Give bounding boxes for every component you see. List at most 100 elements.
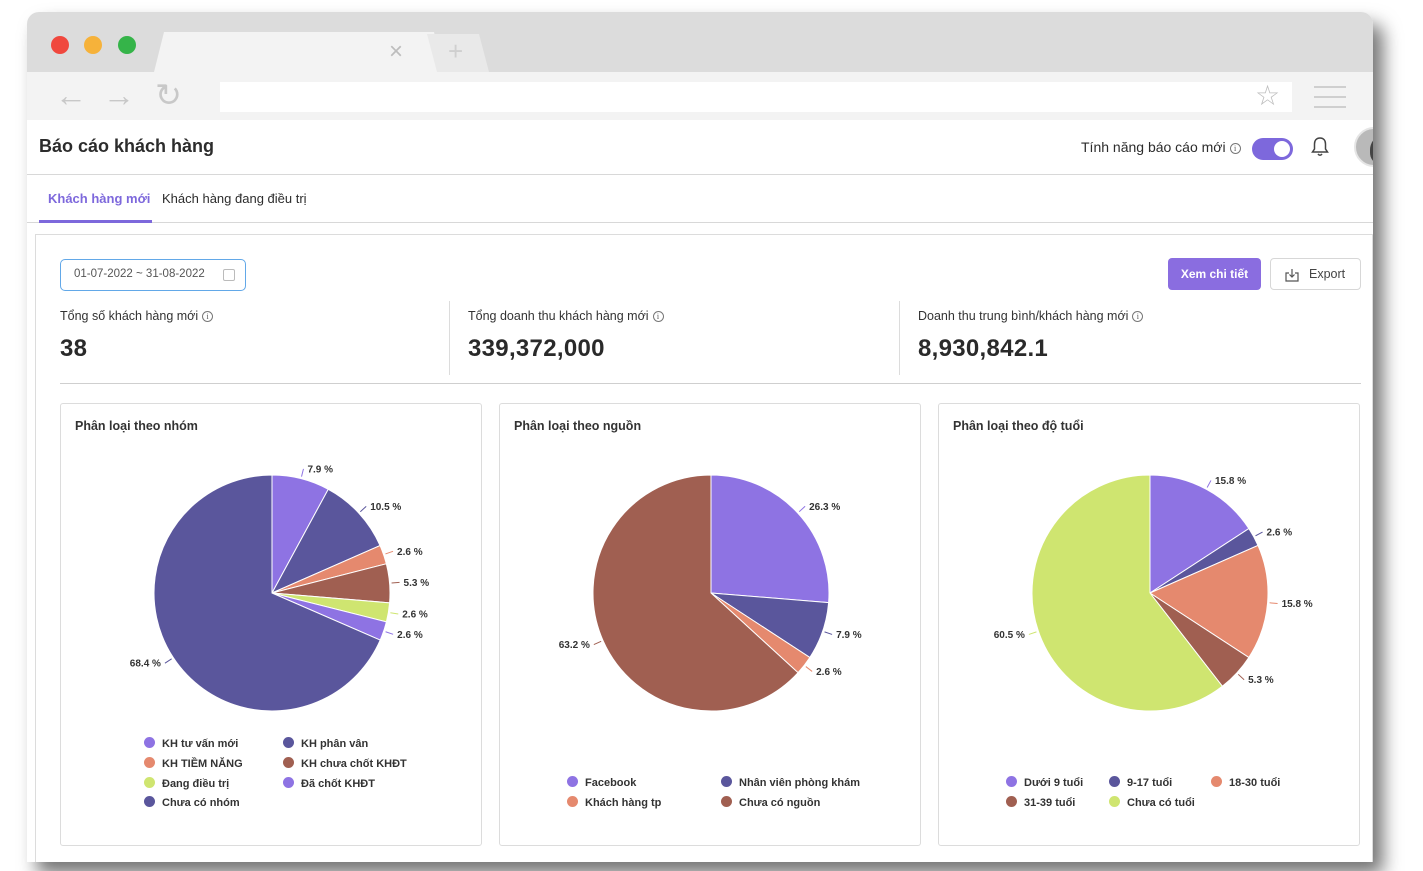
legend-label: KH phân vân	[301, 738, 369, 750]
pie-chart-by-age: 15.8 % 2.6 % 15.8 % 5.3 % 60.5 %	[994, 474, 1313, 712]
legend-label: Chưa có nhóm	[162, 797, 240, 809]
pie-slice[interactable]	[270, 488, 381, 595]
pie-slice[interactable]	[1149, 474, 1250, 594]
legend-swatch	[1211, 776, 1222, 787]
slice-label: 68.4 %	[130, 659, 161, 670]
stat-divider	[899, 301, 900, 375]
legend-label: Khách hàng tp	[585, 797, 662, 809]
slice-label: 15.8 %	[1282, 599, 1313, 610]
active-tab-indicator	[39, 220, 152, 223]
legend-item[interactable]: Dưới 9 tuổi	[1006, 776, 1083, 789]
legend-label: KH TIỀM NĂNG	[162, 758, 243, 770]
view-detail-button[interactable]: Xem chi tiết	[1168, 258, 1261, 290]
back-arrow-icon[interactable]: ←	[55, 77, 87, 113]
legend-item[interactable]: Chưa có nhóm	[144, 796, 240, 809]
legend-swatch	[144, 737, 155, 748]
legend-swatch	[144, 796, 155, 807]
slice-label: 2.6 %	[1267, 528, 1293, 539]
legend-item[interactable]: Đã chốt KHĐT	[283, 777, 375, 790]
slice-label-leader	[385, 631, 394, 635]
legend-item[interactable]: 9-17 tuổi	[1109, 776, 1172, 789]
forward-arrow-icon[interactable]: →	[103, 77, 135, 113]
legend-swatch	[1006, 796, 1017, 807]
export-button[interactable]: Export	[1270, 258, 1361, 290]
stat-label-text: Tổng doanh thu khách hàng mới	[468, 309, 649, 323]
address-bar[interactable]	[220, 82, 1292, 112]
slice-label-leader	[390, 612, 399, 615]
legend-label: KH tư vấn mới	[162, 738, 239, 750]
browser-menu-icon[interactable]	[1314, 86, 1346, 108]
report-tabs: Khách hàng mới Khách hàng đang điều trị	[27, 176, 1373, 223]
legend-item[interactable]: Chưa có tuổi	[1109, 796, 1195, 809]
chart-card-by-group: Phân loại theo nhóm 7.9 % 10.5 % 2.6 % 5.3 …	[60, 403, 482, 846]
window-minimize-dot[interactable]	[84, 36, 102, 54]
chart-card-by-age: Phân loại theo độ tuổi 15.8 % 2.6 % 15.8 %…	[938, 403, 1360, 846]
legend-label: 31-39 tuổi	[1024, 797, 1076, 809]
pie-slice[interactable]	[153, 474, 381, 712]
stat-label: Tổng doanh thu khách hàng mới i	[468, 309, 664, 323]
info-icon[interactable]: i	[202, 311, 214, 322]
info-icon[interactable]: i	[1229, 143, 1241, 154]
legend-label: 18-30 tuổi	[1229, 777, 1281, 789]
legend-swatch	[1109, 776, 1120, 787]
legend-item[interactable]: Chưa có nguồn	[721, 796, 820, 809]
legend-item[interactable]: Đang điều trị	[144, 777, 229, 790]
chart-title: Phân loại theo nhóm	[75, 419, 198, 433]
slice-label-leader	[1237, 673, 1245, 681]
legend-swatch	[283, 777, 294, 788]
reload-icon[interactable]: ↻	[155, 77, 182, 113]
date-range-picker[interactable]: 01-07-2022 ~ 31-08-2022	[60, 259, 246, 291]
pie-slice[interactable]	[1148, 544, 1269, 659]
page-title: Báo cáo khách hàng	[39, 136, 215, 156]
stat-value: 38	[60, 335, 88, 362]
legend-label: Dưới 9 tuổi	[1024, 777, 1084, 789]
legend-label: Chưa có tuổi	[1127, 797, 1195, 809]
legend-swatch	[1109, 796, 1120, 807]
legend-label: Đã chốt KHĐT	[301, 778, 375, 790]
legend-item[interactable]: KH phân vân	[283, 737, 368, 750]
slice-label-leader	[1206, 480, 1212, 488]
report-panel: 01-07-2022 ~ 31-08-2022 Xem chi tiết Exp…	[35, 234, 1373, 862]
stat-value: 339,372,000	[468, 335, 605, 362]
pie-slice[interactable]	[592, 474, 799, 712]
bell-icon[interactable]	[1310, 136, 1330, 158]
legend-item[interactable]: Khách hàng tp	[567, 796, 661, 809]
slice-label: 2.6 %	[397, 630, 423, 641]
slice-label-leader	[824, 631, 833, 635]
legend-label: Facebook	[585, 777, 637, 789]
legend-item[interactable]: KH tư vấn mới	[144, 737, 238, 750]
legend-item[interactable]: 18-30 tuổi	[1211, 776, 1280, 789]
pie-slice[interactable]	[710, 474, 830, 604]
stat-total-new-customers: Tổng số khách hàng mới i 38	[60, 309, 214, 363]
legend-item[interactable]: 31-39 tuổi	[1006, 796, 1075, 809]
new-tab-button[interactable]	[427, 34, 489, 72]
slice-label: 2.6 %	[816, 667, 842, 678]
slice-label-leader	[391, 581, 400, 584]
legend-label: KH chưa chốt KHĐT	[301, 758, 407, 770]
browser-tab[interactable]	[154, 32, 444, 72]
export-label: Export	[1309, 267, 1346, 281]
tab-new-customers[interactable]: Khách hàng mới	[48, 191, 151, 206]
legend-item[interactable]: KH chưa chốt KHĐT	[283, 757, 407, 770]
plus-icon[interactable]: +	[448, 36, 464, 66]
close-tab-icon[interactable]: ×	[389, 38, 404, 65]
legend-item[interactable]: Facebook	[567, 776, 636, 789]
slice-label-leader	[164, 658, 172, 664]
window-close-dot[interactable]	[51, 36, 69, 54]
pie-chart-by-group: 7.9 % 10.5 % 2.6 % 5.3 % 2.6 % 2.6 % 68.4 %	[130, 464, 429, 712]
calendar-icon[interactable]	[223, 269, 235, 281]
tab-customers-in-treatment[interactable]: Khách hàng đang điều trị	[162, 191, 307, 206]
legend-item[interactable]: Nhân viên phòng khám	[721, 776, 860, 789]
legend-swatch	[1006, 776, 1017, 787]
slice-label: 7.9 %	[307, 464, 333, 475]
info-icon[interactable]: i	[652, 311, 664, 322]
window-maximize-dot[interactable]	[118, 36, 136, 54]
new-report-toggle[interactable]	[1252, 138, 1293, 160]
pie-slice[interactable]	[1031, 474, 1224, 712]
info-icon[interactable]: i	[1132, 311, 1144, 322]
legend-swatch	[283, 757, 294, 768]
legend-item[interactable]: KH TIỀM NĂNG	[144, 757, 243, 770]
legend-label: Đang điều trị	[162, 778, 230, 790]
bookmark-star-icon[interactable]: ☆	[1255, 80, 1281, 111]
date-range-value: 01-07-2022 ~ 31-08-2022	[74, 268, 205, 280]
